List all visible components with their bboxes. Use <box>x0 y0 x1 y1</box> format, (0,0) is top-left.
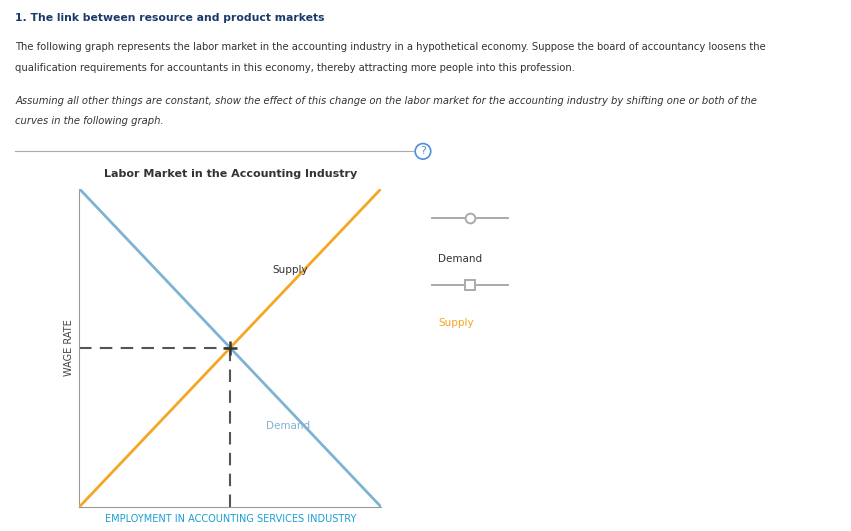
Text: Demand: Demand <box>438 254 483 264</box>
Text: ?: ? <box>420 147 426 156</box>
Title: Labor Market in the Accounting Industry: Labor Market in the Accounting Industry <box>104 169 357 179</box>
Y-axis label: WAGE RATE: WAGE RATE <box>64 320 73 376</box>
X-axis label: EMPLOYMENT IN ACCOUNTING SERVICES INDUSTRY: EMPLOYMENT IN ACCOUNTING SERVICES INDUST… <box>105 514 356 524</box>
Text: qualification requirements for accountants in this economy, thereby attracting m: qualification requirements for accountan… <box>15 63 575 73</box>
Text: 1. The link between resource and product markets: 1. The link between resource and product… <box>15 13 325 23</box>
Text: curves in the following graph.: curves in the following graph. <box>15 116 164 126</box>
Text: Assuming all other things are constant, show the effect of this change on the la: Assuming all other things are constant, … <box>15 96 757 106</box>
Text: Supply: Supply <box>438 318 474 328</box>
Text: Demand: Demand <box>266 421 311 431</box>
Text: Supply: Supply <box>272 264 308 275</box>
Text: The following graph represents the labor market in the accounting industry in a : The following graph represents the labor… <box>15 42 766 53</box>
